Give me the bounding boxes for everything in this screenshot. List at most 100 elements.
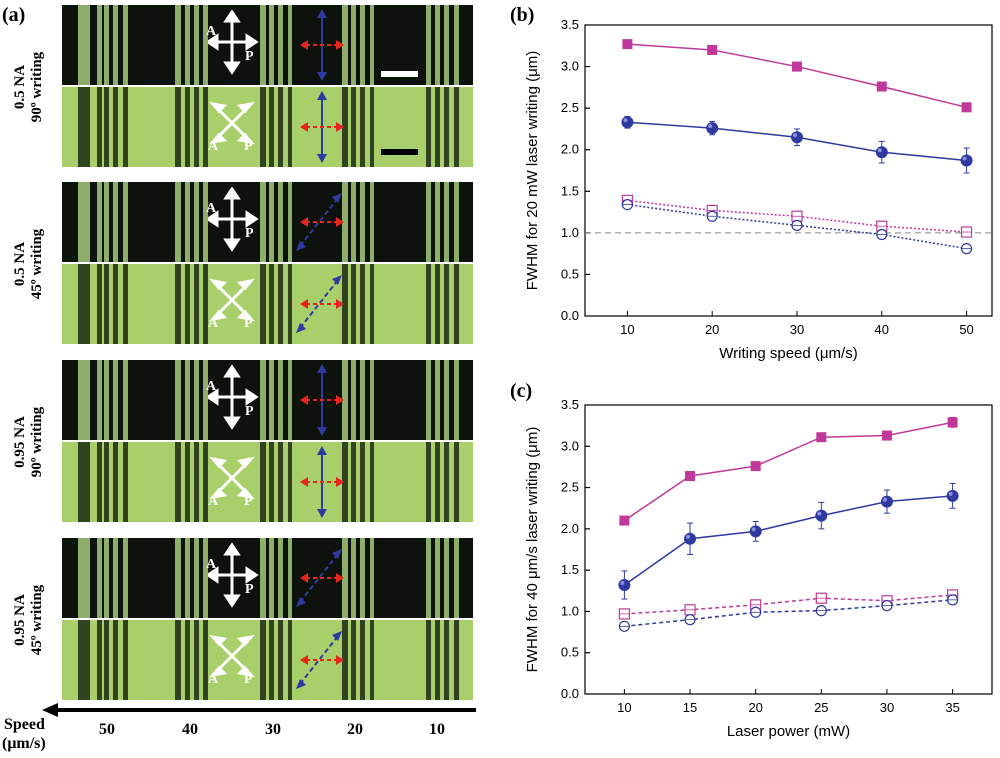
row-label: 0.95 NA 90º writing [12, 372, 48, 512]
written-line-stripe [360, 442, 365, 522]
written-line-stripe [185, 5, 190, 85]
row-label-na: 0.5 NA [12, 241, 28, 287]
speed-label: Speed [4, 716, 45, 733]
written-line-stripe [288, 87, 292, 167]
written-line-stripe [454, 87, 459, 167]
written-line-stripe [97, 620, 102, 700]
written-line-stripe [444, 182, 449, 262]
crossed-polarizer-icon [208, 543, 259, 608]
data-point [815, 509, 828, 522]
written-line-stripe [260, 360, 266, 440]
written-line-stripe [104, 182, 109, 262]
written-line-stripe [194, 538, 199, 618]
written-line-stripe [342, 442, 348, 522]
data-point [961, 102, 972, 113]
row-label-na: 0.95 NA [12, 594, 28, 646]
written-line-stripe [185, 620, 190, 700]
written-line-stripe [342, 5, 348, 85]
series-line [627, 203, 967, 250]
written-line-stripe [78, 182, 90, 262]
written-line-stripe [454, 264, 459, 344]
y-tick-label: 1.0 [561, 225, 579, 240]
analyzer-label: A [206, 24, 217, 39]
written-line-stripe [444, 360, 449, 440]
written-line-stripe [288, 620, 292, 700]
polarization-arrows [300, 91, 344, 163]
data-point-highlight [708, 124, 713, 129]
written-line-stripe [351, 360, 356, 440]
written-line-stripe [185, 87, 190, 167]
written-line-stripe [203, 87, 208, 167]
x-tick-label: 35 [945, 700, 959, 715]
panel-label-b: (b) [510, 4, 535, 26]
written-line-stripe [435, 264, 440, 344]
written-line-stripe [370, 442, 374, 522]
written-line-stripe [454, 182, 459, 262]
speed-tick-label: 40 [182, 721, 198, 738]
written-line-stripe [123, 442, 128, 522]
written-line-stripe [104, 5, 109, 85]
crossed-polarizer-icon [208, 365, 259, 430]
y-tick-label: 3.5 [561, 17, 579, 32]
written-line-stripe [370, 264, 374, 344]
written-line-stripe [113, 442, 118, 522]
written-line-stripe [444, 442, 449, 522]
y-tick-label: 3.5 [561, 397, 579, 412]
written-line-stripe [370, 538, 374, 618]
written-line-stripe [97, 87, 102, 167]
written-line-stripe [104, 264, 109, 344]
polarization-arrows [300, 9, 344, 81]
written-line-stripe [426, 264, 431, 344]
series-line [624, 594, 953, 615]
written-line-stripe [342, 360, 348, 440]
written-line-stripe [260, 5, 266, 85]
y-axis-label: FWHM for 40 μm/s laser writing (μm) [524, 427, 541, 673]
written-line-stripe [97, 5, 102, 85]
speed-arrow [42, 703, 476, 717]
written-line-stripe [269, 360, 274, 440]
written-line-stripe [260, 620, 266, 700]
y-tick-label: 2.5 [561, 480, 579, 495]
written-line-stripe [175, 5, 181, 85]
written-line-stripe [175, 538, 181, 618]
written-line-stripe [260, 87, 266, 167]
written-line-stripe [203, 620, 208, 700]
written-line-stripe [370, 5, 374, 85]
written-line-stripe [123, 182, 128, 262]
written-line-stripe [194, 264, 199, 344]
y-tick-label: 0.0 [561, 308, 579, 323]
polarizer-label: P [244, 494, 253, 509]
written-line-stripe [104, 360, 109, 440]
written-line-stripe [435, 5, 440, 85]
y-tick-label: 0.5 [561, 645, 579, 660]
y-axis-label: FWHM for 20 mW laser writing (μm) [524, 51, 541, 290]
written-line-stripe [123, 620, 128, 700]
chart-c: 0.0 0.5 1.0 1.5 2.0 2.5 3.0 3.5 10 15 20 25 30 35 Lase… [524, 397, 993, 740]
data-point [750, 461, 761, 472]
written-line-stripe [97, 442, 102, 522]
analyzer-label: A [208, 494, 219, 509]
written-line-stripe [97, 538, 102, 618]
analyzer-label: A [206, 557, 217, 572]
polarization-arrows [296, 549, 344, 607]
written-line-stripe [444, 5, 449, 85]
written-line-stripe [194, 5, 199, 85]
written-line-stripe [288, 5, 292, 85]
written-line-stripe [342, 87, 348, 167]
written-line-stripe [351, 264, 356, 344]
written-line-stripe [360, 620, 365, 700]
x-tick-label: 10 [620, 322, 634, 337]
x-tick-label: 10 [617, 700, 631, 715]
analyzer-label: A [206, 201, 217, 216]
y-tick-label: 1.0 [561, 603, 579, 618]
x-tick-label: 20 [705, 322, 719, 337]
written-line-stripe [269, 620, 274, 700]
written-line-stripe [454, 5, 459, 85]
written-line-stripe [113, 264, 118, 344]
rotated-polarizer-icon [209, 101, 255, 145]
data-point-highlight [948, 491, 953, 496]
crossed-polarizer-icon [208, 187, 259, 252]
